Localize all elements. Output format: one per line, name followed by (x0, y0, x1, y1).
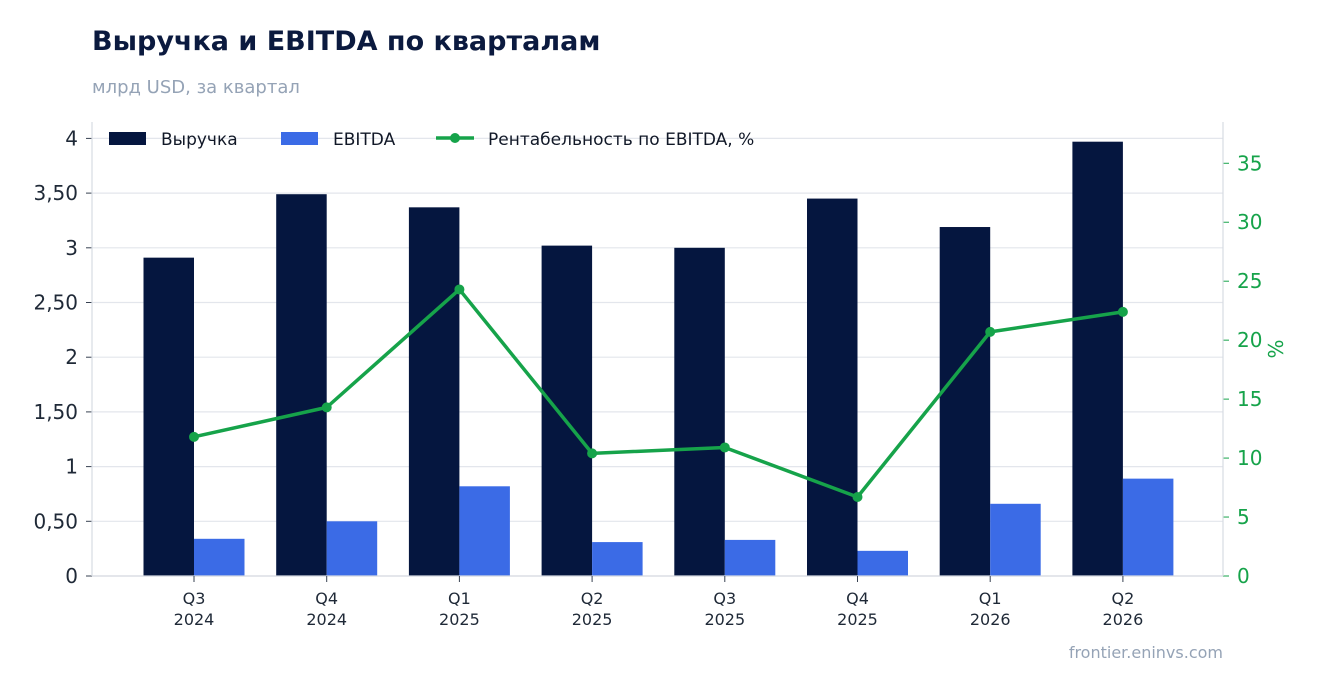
margin-point (1117, 306, 1128, 317)
bar-revenue (674, 247, 725, 576)
x-tick-label-year: 2025 (439, 610, 480, 629)
y-right-axis-label: % (1264, 339, 1288, 358)
bar-revenue (1072, 141, 1123, 576)
y-left-tick-label: 2,50 (33, 291, 78, 315)
x-tick-label-quarter: Q1 (448, 589, 471, 608)
x-tick-label-quarter: Q2 (581, 589, 604, 608)
legend-swatch-margin-dot (450, 133, 460, 143)
y-right-tick-label: 5 (1237, 505, 1250, 529)
bar-revenue (939, 227, 991, 577)
bar-revenue (408, 207, 460, 576)
x-tick-label-quarter: Q1 (979, 589, 1002, 608)
margin-line (189, 284, 1128, 502)
legend-label-margin: Рентабельность по EBITDA, % (488, 130, 754, 150)
y-left-tick-label: 4 (65, 126, 78, 150)
bar-ebitda (724, 539, 776, 576)
x-tick-label-quarter: Q3 (713, 589, 736, 608)
y-left-tick-label: 0 (65, 564, 78, 588)
y-right-tick-label: 35 (1237, 151, 1262, 175)
axes: 00,5011,5022,5033,50405101520253035%Q320… (33, 122, 1288, 629)
legend-label-revenue: Выручка (161, 130, 238, 150)
x-tick-label-quarter: Q4 (315, 589, 338, 608)
y-left-tick-label: 3 (65, 236, 78, 260)
bars (143, 141, 1174, 577)
margin-line-path (192, 287, 1125, 499)
bar-ebitda (194, 538, 245, 576)
x-tick-label-year: 2026 (1103, 610, 1144, 629)
y-left-tick-label: 3,50 (33, 181, 78, 205)
bar-revenue (276, 194, 327, 577)
bar-ebitda (857, 550, 908, 576)
legend-swatch-ebitda (281, 132, 318, 145)
y-right-tick-label: 20 (1237, 328, 1262, 352)
y-right-tick-label: 15 (1237, 387, 1262, 411)
chart-title: Выручка и EBITDA по кварталам (92, 26, 601, 57)
grid-lines (92, 137, 1223, 577)
margin-point (189, 431, 199, 442)
y-right-tick-label: 0 (1237, 564, 1250, 588)
chart-subtitle: млрд USD, за квартал (92, 77, 300, 98)
margin-point (454, 284, 465, 295)
x-tick-label-year: 2025 (572, 610, 613, 629)
bar-ebitda (459, 486, 510, 576)
legend-swatch-revenue (109, 132, 146, 145)
x-tick-label-year: 2025 (837, 610, 878, 629)
source-credit: frontier.eninvs.com (1068, 643, 1223, 662)
bar-ebitda (990, 503, 1041, 576)
x-tick-label-year: 2026 (970, 610, 1011, 629)
x-tick-label-year: 2025 (704, 610, 745, 629)
margin-point (852, 491, 863, 502)
y-right-tick-label: 25 (1237, 269, 1262, 293)
margin-point (321, 402, 332, 413)
margin-point (587, 448, 598, 459)
y-right-tick-label: 10 (1237, 446, 1262, 470)
y-left-tick-label: 1 (65, 455, 78, 479)
y-left-tick-label: 2 (65, 345, 78, 369)
y-left-tick-label: 0,50 (33, 509, 78, 533)
x-tick-label-year: 2024 (174, 610, 215, 629)
bar-revenue (143, 257, 194, 576)
bar-ebitda (592, 542, 643, 576)
bar-revenue (541, 245, 593, 577)
bar-ebitda (326, 521, 378, 576)
bar-ebitda (1122, 478, 1174, 576)
legend: Выручка EBITDA Рентабельность по EBITDA, % (109, 130, 754, 150)
x-tick-label-quarter: Q2 (1112, 589, 1135, 608)
x-tick-label-year: 2024 (306, 610, 347, 629)
margin-point (719, 442, 730, 453)
x-tick-label-quarter: Q3 (183, 589, 206, 608)
legend-label-ebitda: EBITDA (333, 130, 396, 150)
y-right-tick-label: 30 (1237, 210, 1262, 234)
y-left-tick-label: 1,50 (33, 400, 78, 424)
margin-point (985, 326, 996, 337)
x-tick-label-quarter: Q4 (846, 589, 869, 608)
bar-revenue (807, 198, 858, 576)
